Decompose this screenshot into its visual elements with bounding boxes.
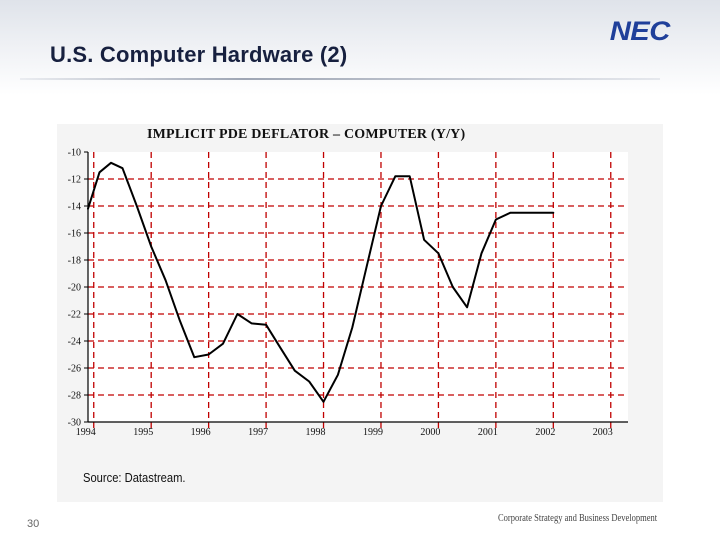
footer-text: Corporate Strategy and Business Developm… — [498, 513, 658, 524]
x-tick-labels: 1994 1995 1996 1997 1998 1999 2000 2001 2002 2003 — [76, 427, 613, 438]
x-tick-label: 1996 — [191, 427, 211, 438]
y-tick-label: -30 — [68, 418, 81, 429]
nec-logo: NEC — [609, 16, 670, 46]
header-divider — [20, 78, 660, 80]
series-line — [87, 161, 555, 403]
x-tick-label: 1995 — [133, 427, 153, 438]
source-note: Source: Datastream. — [83, 470, 186, 485]
x-tick-label: 1997 — [248, 427, 268, 438]
y-tick-label: -22 — [68, 310, 81, 321]
x-tick-label: 1998 — [306, 427, 326, 438]
y-tick-label: -28 — [68, 391, 81, 402]
y-tick-label: -14 — [68, 202, 81, 213]
y-tick-labels: -10 -12 -14 -16 -18 -20 -22 -24 -26 -28 -30 — [68, 148, 81, 429]
chart-title: IMPLICIT PDE DEFLATOR – COMPUTER (Y/Y) — [147, 127, 466, 142]
x-tick-label: 1999 — [363, 427, 383, 438]
x-tick-label: 2001 — [478, 427, 498, 438]
page-number: 30 — [27, 518, 40, 530]
x-tick-label: 2002 — [535, 427, 555, 438]
axes — [87, 152, 628, 423]
series-group — [87, 161, 555, 403]
y-tick-label: -20 — [68, 283, 81, 294]
y-tick-label: -18 — [68, 256, 81, 267]
slide-title: U.S. Computer Hardware (2) — [50, 42, 348, 67]
y-tick-label: -26 — [68, 364, 81, 375]
x-tick-label: 2000 — [420, 427, 440, 438]
y-tick-label: -12 — [68, 175, 81, 186]
x-tick-label: 1994 — [76, 427, 96, 438]
x-tick-label: 2003 — [593, 427, 613, 438]
y-tick-label: -24 — [68, 337, 81, 348]
y-tick-label: -16 — [68, 229, 81, 240]
y-tick-label: -10 — [68, 148, 81, 159]
x-gridlines — [93, 152, 612, 428]
